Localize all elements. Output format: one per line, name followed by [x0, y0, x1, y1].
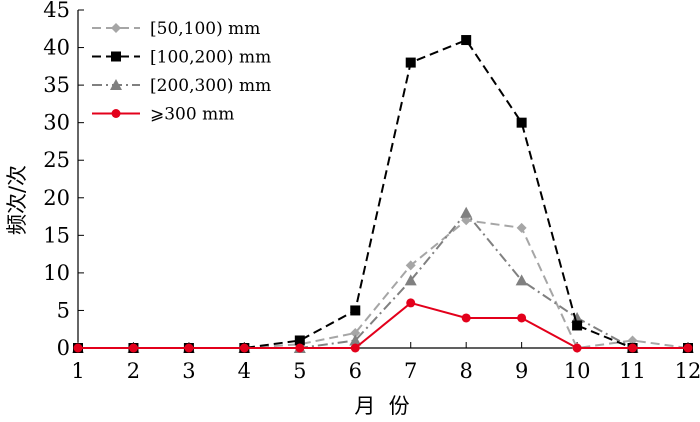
- y-tick-label: 45: [43, 0, 70, 22]
- data-point: [295, 343, 305, 353]
- x-tick-label: 5: [293, 359, 306, 383]
- x-axis-title: 月 份: [354, 394, 409, 418]
- legend-marker: [111, 51, 121, 62]
- plot-area: [72, 35, 694, 353]
- x-tick-label: 10: [564, 359, 591, 383]
- y-tick-label: 0: [57, 336, 70, 360]
- x-tick-label: 7: [404, 359, 417, 383]
- x-tick-label: 4: [238, 359, 251, 383]
- y-tick-label: 5: [57, 298, 70, 322]
- data-point: [73, 343, 83, 353]
- data-point: [350, 343, 360, 353]
- data-point: [406, 298, 416, 308]
- data-point: [239, 343, 249, 353]
- series-4: [73, 298, 693, 353]
- y-tick-label: 10: [43, 261, 70, 285]
- series-3: [72, 206, 694, 353]
- data-point: [184, 343, 194, 353]
- y-ticks: 0 5 10 15 20 25 30 35 40 45: [43, 0, 84, 360]
- data-point: [404, 274, 417, 286]
- y-tick-label: 30: [43, 111, 70, 135]
- data-point: [349, 334, 362, 346]
- x-tick-label: 8: [459, 359, 472, 383]
- legend-marker: [111, 23, 121, 33]
- legend-label: [100,200) mm: [150, 48, 271, 68]
- x-tick-label: 3: [182, 359, 195, 383]
- y-tick-label: 15: [43, 223, 70, 247]
- x-tick-label: 2: [127, 359, 140, 383]
- data-point: [128, 343, 138, 353]
- data-point: [350, 305, 361, 316]
- x-tick-label: 1: [71, 359, 84, 383]
- legend-label: [50,100) mm: [150, 19, 260, 39]
- data-point: [461, 313, 471, 323]
- y-tick-label: 40: [43, 36, 70, 60]
- y-tick-label: 25: [43, 148, 70, 172]
- x-tick-label: 9: [515, 359, 528, 383]
- data-point: [516, 117, 527, 128]
- data-point: [460, 206, 473, 218]
- legend-marker: [111, 109, 121, 118]
- legend: [50,100) mm [100,200) mm [200,300) mm ⩾300 …: [92, 19, 271, 125]
- series-line: [78, 211, 688, 349]
- data-point: [515, 274, 528, 286]
- data-point: [517, 313, 527, 323]
- data-point: [405, 260, 416, 271]
- data-point: [683, 343, 693, 353]
- legend-item-4: ⩾300 mm: [92, 105, 234, 125]
- data-point: [461, 35, 472, 46]
- x-tick-label: 6: [349, 359, 362, 383]
- y-tick-label: 20: [43, 186, 70, 210]
- x-tick-label: 11: [619, 359, 646, 383]
- y-axis-title: 频次/次: [5, 165, 29, 235]
- data-point: [405, 57, 416, 68]
- legend-item-1: [50,100) mm: [92, 19, 260, 39]
- x-tick-label: 12: [675, 359, 700, 383]
- legend-label: [200,300) mm: [150, 76, 271, 96]
- series-line: [78, 301, 688, 349]
- legend-marker: [110, 79, 122, 90]
- x-ticks: 1 2 3 4 5 6 7 8 9 10 11 12: [71, 342, 700, 383]
- series-1: [73, 215, 693, 353]
- data-point: [294, 335, 305, 346]
- legend-item-3: [200,300) mm: [92, 76, 271, 96]
- data-point: [516, 222, 527, 233]
- data-point: [572, 343, 582, 353]
- data-point: [350, 327, 361, 338]
- y-tick-label: 35: [43, 73, 70, 97]
- legend-item-2: [100,200) mm: [92, 48, 271, 68]
- data-point: [571, 311, 584, 323]
- data-point: [627, 335, 638, 346]
- data-point: [628, 343, 638, 353]
- data-point: [572, 320, 583, 331]
- data-point: [461, 215, 472, 226]
- legend-label: ⩾300 mm: [150, 105, 234, 125]
